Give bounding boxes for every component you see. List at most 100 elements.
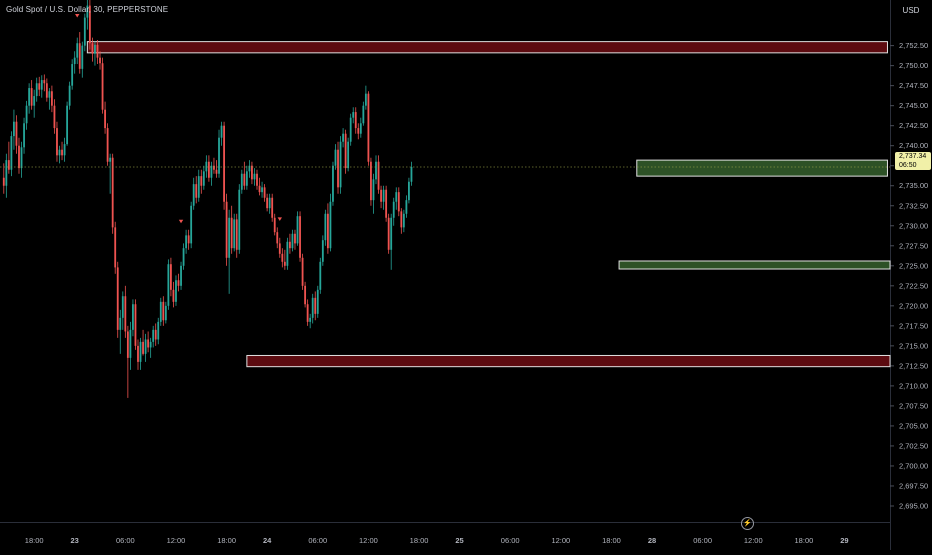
candle	[157, 317, 160, 345]
candle-body	[395, 192, 398, 202]
flash-icon[interactable]: ⚡	[741, 517, 754, 530]
time-tick-label: 23	[71, 536, 79, 545]
candle-body	[342, 133, 344, 142]
candle	[119, 309, 122, 354]
candle	[230, 205, 233, 254]
candle	[347, 137, 350, 172]
candle	[190, 201, 193, 249]
candle-body	[311, 297, 314, 318]
candle	[177, 273, 180, 292]
candle-body	[256, 173, 258, 186]
candle	[390, 213, 393, 270]
time-tick-label: 18:00	[217, 536, 236, 545]
candle-body	[101, 63, 104, 110]
price-tick-label: 2,730.00	[899, 221, 928, 230]
candle	[76, 37, 79, 65]
candle-body	[149, 341, 152, 348]
candle	[296, 211, 299, 246]
candle	[332, 161, 334, 206]
candle-body	[202, 171, 205, 186]
candle-body	[235, 219, 238, 250]
candle	[99, 51, 101, 70]
candle	[61, 141, 63, 161]
candle	[334, 144, 337, 170]
candle	[400, 208, 403, 234]
candle	[164, 301, 167, 324]
candle	[192, 177, 195, 210]
candle	[223, 121, 225, 210]
candle	[175, 275, 177, 306]
currency-button[interactable]: USD	[902, 6, 920, 15]
candle	[152, 325, 155, 348]
candle	[251, 161, 253, 185]
candle	[13, 109, 15, 150]
candle	[225, 193, 228, 266]
candle-body	[245, 171, 248, 186]
candle	[205, 155, 208, 178]
candle-body	[248, 165, 251, 172]
candle	[167, 259, 170, 310]
candle	[58, 145, 61, 164]
candle	[367, 91, 370, 166]
candle	[33, 89, 36, 118]
candle-body	[2, 177, 5, 186]
candle	[233, 213, 236, 252]
candle-body	[263, 187, 266, 198]
time-tick-label: 06:00	[693, 536, 712, 545]
candle	[245, 165, 248, 190]
time-tick-label: 06:00	[308, 536, 327, 545]
candle	[45, 78, 48, 102]
candle-body	[352, 112, 355, 118]
candle	[40, 75, 43, 98]
price-tick-label: 2,707.50	[899, 401, 928, 410]
candle	[385, 185, 388, 222]
candle-body	[276, 232, 279, 244]
candle	[301, 253, 304, 290]
candle-body	[306, 304, 309, 322]
candle-body	[94, 44, 96, 54]
candle	[35, 77, 38, 102]
candle	[311, 293, 314, 324]
candle	[235, 213, 238, 258]
candle	[195, 176, 198, 204]
candle-body	[291, 233, 294, 249]
candle	[339, 136, 342, 194]
candle	[215, 160, 218, 178]
candle-body	[116, 267, 119, 330]
candle-body	[35, 83, 38, 97]
candle-body	[187, 235, 190, 244]
zones	[86, 41, 891, 368]
symbol-title[interactable]: Gold Spot / U.S. Dollar, 30, PEPPERSTONE	[6, 5, 169, 14]
candle	[10, 131, 13, 177]
candle-body	[377, 161, 380, 190]
price-tick-label: 2,732.50	[899, 201, 928, 210]
candle	[111, 153, 114, 234]
candle	[43, 74, 46, 92]
candle	[357, 123, 360, 140]
price-tick-label: 2,722.50	[899, 281, 928, 290]
candle-body	[15, 121, 18, 146]
candle	[324, 209, 327, 246]
candle	[314, 291, 317, 321]
candle-body	[243, 173, 246, 186]
candle	[147, 331, 150, 353]
candle-body	[266, 197, 269, 209]
candle	[283, 249, 286, 270]
candle-body	[230, 217, 233, 249]
price-tick-label: 2,747.50	[899, 81, 928, 90]
candle-body	[169, 264, 172, 290]
candle-body	[66, 105, 69, 145]
candle	[94, 41, 96, 66]
candle-body	[359, 123, 362, 134]
time-tick-label: 06:00	[116, 536, 135, 545]
candle-body	[40, 80, 43, 90]
candle	[408, 177, 410, 204]
candle	[56, 121, 58, 162]
candle	[66, 101, 69, 146]
candle	[299, 211, 301, 262]
candle-body	[332, 165, 334, 202]
price-tick-label: 2,745.00	[899, 101, 928, 110]
candle	[306, 299, 309, 326]
